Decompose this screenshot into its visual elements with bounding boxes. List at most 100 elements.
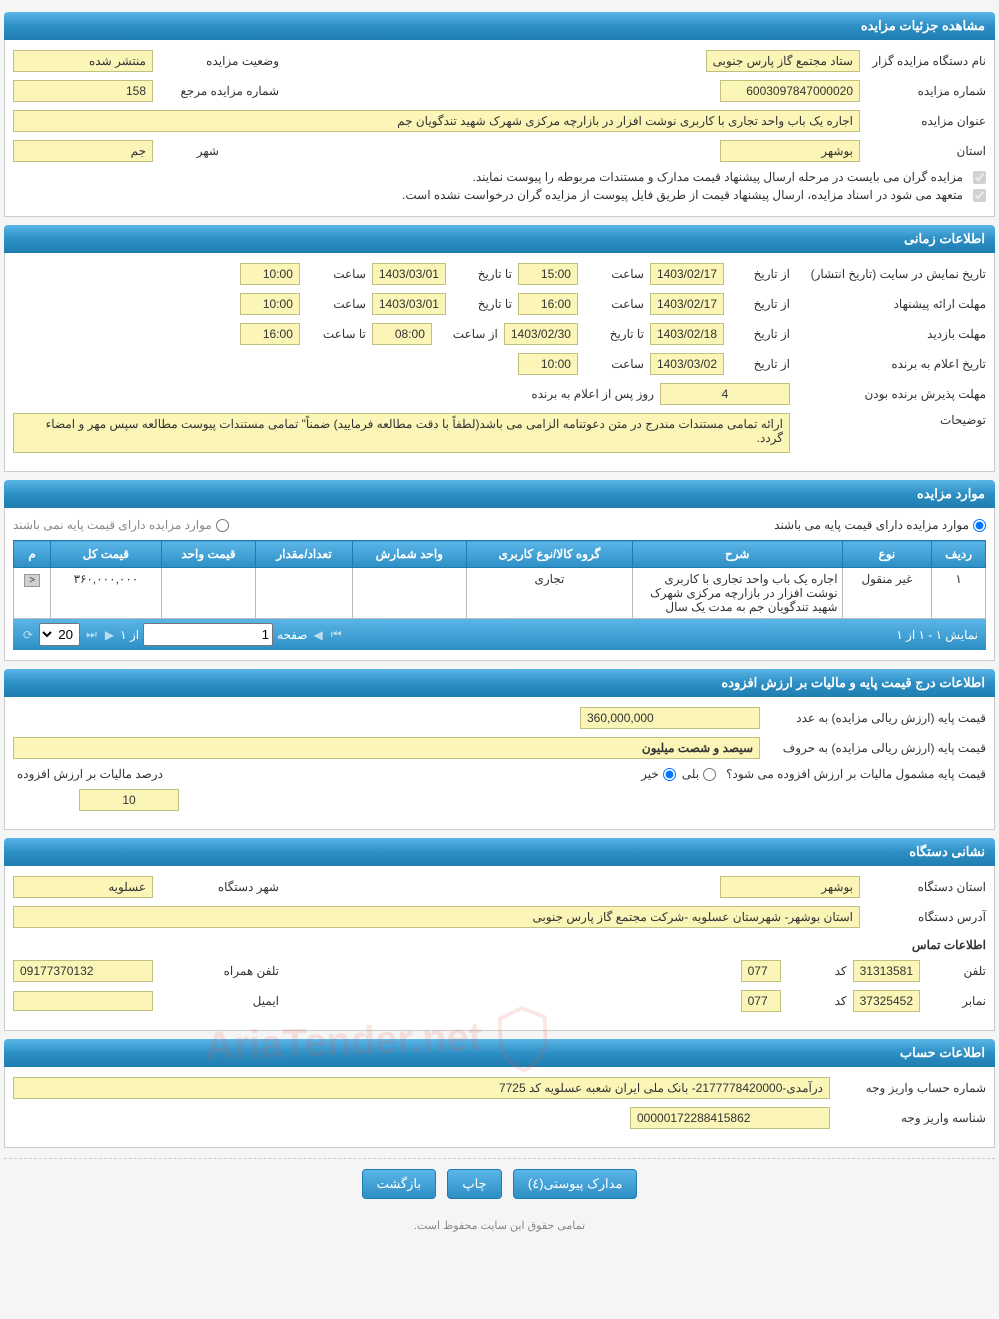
hour-label-2: ساعت bbox=[306, 267, 366, 281]
price-num-value: 360,000,000 bbox=[580, 707, 760, 729]
offer-hour-label: ساعت bbox=[584, 297, 644, 311]
checkbox-commit-label: متعهد می شود در اسناد مزایده، ارسال پیشن… bbox=[402, 188, 963, 202]
winner-date: 1403/03/02 bbox=[650, 353, 724, 375]
col-unit: واحد شمارش bbox=[352, 541, 466, 568]
section-header-price: اطلاعات درج قیمت پایه و مالیات بر ارزش ا… bbox=[4, 669, 995, 697]
vat-pct-value: 10 bbox=[79, 789, 179, 811]
scroll-right-icon[interactable]: < bbox=[24, 574, 40, 587]
phone-label: تلفن bbox=[926, 964, 986, 978]
org-addr-label: آدرس دستگاه bbox=[866, 910, 986, 924]
page-input[interactable] bbox=[143, 623, 273, 646]
pager-first-icon[interactable]: ⏮ bbox=[329, 627, 344, 642]
winner-time: 10:00 bbox=[518, 353, 578, 375]
page-size-select[interactable]: 20 bbox=[39, 623, 80, 646]
city-label: شهر bbox=[159, 144, 219, 158]
province-label: استان bbox=[866, 144, 986, 158]
price-num-label: قیمت پایه (ارزش ریالی مزایده) به عدد bbox=[766, 711, 986, 725]
contact-header: اطلاعات تماس bbox=[13, 938, 986, 952]
title-label: عنوان مزایده bbox=[866, 114, 986, 128]
section-header-account: اطلاعات حساب bbox=[4, 1039, 995, 1067]
notes-value: ارائه تمامی مستندات مندرج در متن دعوتنام… bbox=[13, 413, 790, 453]
pager-last-icon[interactable]: ⏭ bbox=[84, 627, 99, 642]
offer-to-date: 1403/03/01 bbox=[372, 293, 446, 315]
winner-label: تاریخ اعلام به برنده bbox=[796, 357, 986, 371]
price-word-value: سیصد و شصت میلیون bbox=[13, 737, 760, 759]
offer-from-label: از تاریخ bbox=[730, 297, 790, 311]
from-date-label: از تاریخ bbox=[730, 267, 790, 281]
footer: تمامی حقوق این سایت محفوظ است. bbox=[4, 1209, 995, 1242]
section-header-org: نشانی دستگاه bbox=[4, 838, 995, 866]
cell-group: تجاری bbox=[466, 568, 632, 619]
radio-no-base-label: موارد مزایده دارای قیمت پایه نمی باشند bbox=[13, 518, 212, 532]
pager-prev-icon[interactable]: ◀ bbox=[311, 628, 324, 642]
province-value: بوشهر bbox=[720, 140, 860, 162]
offer-hour-label-2: ساعت bbox=[306, 297, 366, 311]
attachments-button[interactable]: مدارک پیوستی(٤) bbox=[513, 1169, 638, 1199]
winner-from-label: از تاریخ bbox=[730, 357, 790, 371]
radio-no-base[interactable]: موارد مزایده دارای قیمت پایه نمی باشند bbox=[13, 518, 229, 532]
section-body-org: استان دستگاه بوشهر شهر دستگاه عسلویه آدر… bbox=[4, 866, 995, 1031]
phone-code-label: کد bbox=[787, 964, 847, 978]
publish-from-time: 15:00 bbox=[518, 263, 578, 285]
cell-unit bbox=[352, 568, 466, 619]
winner-hour-label: ساعت bbox=[584, 357, 644, 371]
publish-to-time: 10:00 bbox=[240, 263, 300, 285]
col-total: قیمت کل bbox=[51, 541, 161, 568]
email-label: ایمیل bbox=[159, 994, 279, 1008]
items-table: ردیف نوع شرح گروه کالا/نوع کاربری واحد ش… bbox=[13, 540, 986, 619]
fax-value: 37325452 bbox=[853, 990, 920, 1012]
email-value bbox=[13, 991, 153, 1011]
radio-no-base-input[interactable] bbox=[216, 519, 229, 532]
offer-to-time: 10:00 bbox=[240, 293, 300, 315]
org-province-value: بوشهر bbox=[720, 876, 860, 898]
section-body-price: قیمت پایه (ارزش ریالی مزایده) به عدد 360… bbox=[4, 697, 995, 830]
publish-label: تاریخ نمایش در سایت (تاریخ انتشار) bbox=[796, 267, 986, 281]
checkbox-attachments bbox=[973, 171, 986, 184]
vat-no-input[interactable] bbox=[663, 768, 676, 781]
offer-from-date: 1403/02/17 bbox=[650, 293, 724, 315]
checkbox-commit bbox=[973, 189, 986, 202]
radio-has-base-label: موارد مزایده دارای قیمت پایه می باشند bbox=[774, 518, 969, 532]
print-button[interactable]: چاپ bbox=[447, 1169, 501, 1199]
cell-type: غیر منقول bbox=[842, 568, 932, 619]
org-city-label: شهر دستگاه bbox=[159, 880, 279, 894]
org-province-label: استان دستگاه bbox=[866, 880, 986, 894]
fax-code-value: 077 bbox=[741, 990, 781, 1012]
vat-q-label: قیمت پایه مشمول مالیات بر ارزش افزوده می… bbox=[722, 767, 986, 781]
visit-to-time: 16:00 bbox=[240, 323, 300, 345]
vat-no-label: خیر bbox=[641, 767, 659, 781]
publish-from-date: 1403/02/17 bbox=[650, 263, 724, 285]
col-desc: شرح bbox=[632, 541, 842, 568]
price-word-label: قیمت پایه (ارزش ریالی مزایده) به حروف bbox=[766, 741, 986, 755]
accept-suffix: روز پس از اعلام به برنده bbox=[531, 387, 654, 401]
to-date-label: تا تاریخ bbox=[452, 267, 512, 281]
acc-label: شماره حساب واریز وجه bbox=[836, 1081, 986, 1095]
radio-has-base-input[interactable] bbox=[973, 519, 986, 532]
ref-label: شماره مزایده مرجع bbox=[159, 84, 279, 98]
pager-next-icon[interactable]: ▶ bbox=[103, 628, 116, 642]
phone-code-value: 077 bbox=[741, 960, 781, 982]
fax-label: نمابر bbox=[926, 994, 986, 1008]
vat-yes-input[interactable] bbox=[703, 768, 716, 781]
visit-to-label: تا تاریخ bbox=[584, 327, 644, 341]
cell-total: ۳۶۰,۰۰۰,۰۰۰ bbox=[51, 568, 161, 619]
offer-from-time: 16:00 bbox=[518, 293, 578, 315]
cell-unitprice bbox=[161, 568, 256, 619]
pager: نمایش ۱ - ۱ از ۱ ⏮ ◀ صفحه از ۱ ▶ ⏭ 20 ⟳ bbox=[13, 619, 986, 650]
vat-yes[interactable]: بلی bbox=[682, 767, 716, 781]
visit-to-date: 1403/02/30 bbox=[504, 323, 578, 345]
pager-refresh-icon[interactable]: ⟳ bbox=[21, 628, 35, 642]
visit-label: مهلت بازدید bbox=[796, 327, 986, 341]
section-header-details: مشاهده جزئیات مزایده bbox=[4, 12, 995, 40]
cell-m[interactable]: < bbox=[14, 568, 51, 619]
section-header-time: اطلاعات زمانی bbox=[4, 225, 995, 253]
checkbox-attachments-label: مزایده گران می بایست در مرحله ارسال پیشن… bbox=[473, 170, 963, 184]
section-body-details: نام دستگاه مزایده گزار ستاد مجتمع گاز پا… bbox=[4, 40, 995, 217]
radio-has-base[interactable]: موارد مزایده دارای قیمت پایه می باشند bbox=[774, 518, 986, 532]
back-button[interactable]: بازگشت bbox=[362, 1169, 436, 1199]
accept-label: مهلت پذیرش برنده بودن bbox=[796, 387, 986, 401]
vat-no[interactable]: خیر bbox=[641, 767, 676, 781]
status-label: وضعیت مزایده bbox=[159, 54, 279, 68]
offer-label: مهلت ارائه پیشنهاد bbox=[796, 297, 986, 311]
vat-pct-label: درصد مالیات بر ارزش افزوده bbox=[13, 767, 163, 781]
